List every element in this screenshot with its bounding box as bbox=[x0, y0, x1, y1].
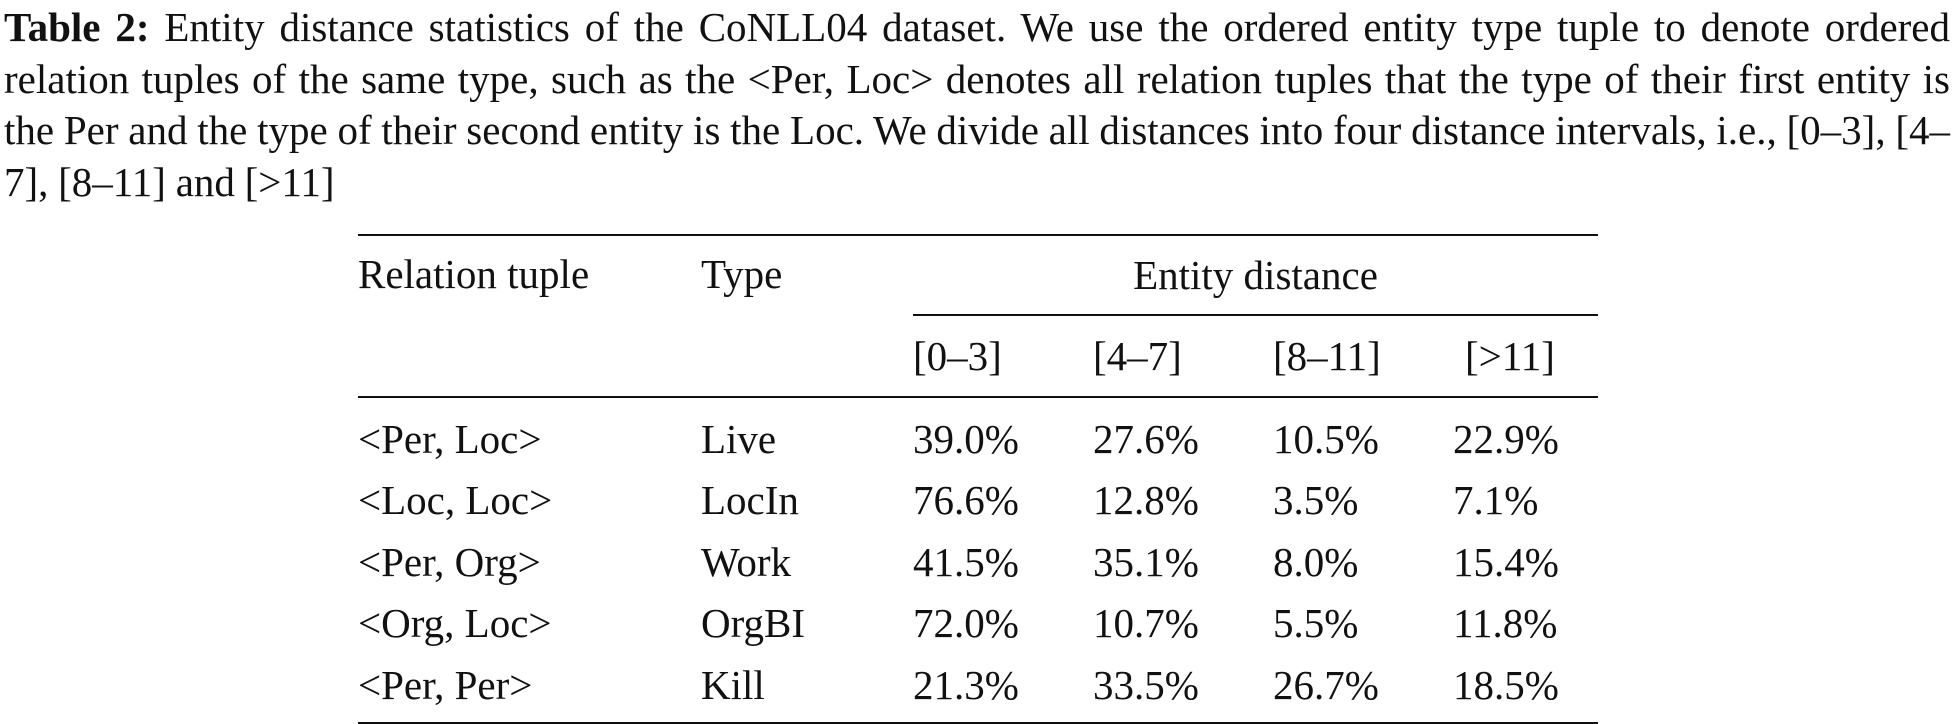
cell-value: 26.7% bbox=[1273, 661, 1379, 708]
cell-value: 41.5% bbox=[913, 538, 1019, 585]
cell-tuple: <Org, Loc> bbox=[358, 600, 552, 647]
cell-value: 10.5% bbox=[1273, 415, 1379, 462]
table-row: <Org, Loc> OrgBI 72.0% 10.7% 5.5% 11.8% bbox=[358, 593, 1598, 655]
table-caption: Table 2: Entity distance statistics of t… bbox=[4, 2, 1950, 208]
header-row-1: Relation tuple Type Entity distance bbox=[358, 235, 1598, 316]
cell-tuple: <Per, Loc> bbox=[358, 415, 542, 462]
cell-value: 22.9% bbox=[1453, 415, 1559, 462]
cell-value: 72.0% bbox=[913, 600, 1019, 647]
data-table-container: Relation tuple Type Entity distance [0–3… bbox=[358, 234, 1598, 724]
cell-value: 15.4% bbox=[1453, 538, 1559, 585]
cell-value: 11.8% bbox=[1453, 600, 1558, 647]
cell-value: 39.0% bbox=[913, 415, 1019, 462]
cell-type: Work bbox=[701, 538, 792, 585]
cell-value: 7.1% bbox=[1453, 477, 1539, 524]
cell-value: 35.1% bbox=[1093, 538, 1199, 585]
table-row: <Loc, Loc> LocIn 76.6% 12.8% 3.5% 7.1% bbox=[358, 470, 1598, 532]
cell-tuple: <Per, Org> bbox=[358, 538, 541, 585]
cell-type: LocIn bbox=[701, 477, 799, 524]
cell-value: 76.6% bbox=[913, 477, 1019, 524]
entity-distance-table: Relation tuple Type Entity distance [0–3… bbox=[358, 234, 1598, 724]
caption-text: Entity distance statistics of the CoNLL0… bbox=[4, 4, 1950, 205]
header-interval-gt-11: [>11] bbox=[1465, 333, 1555, 379]
cell-type: Live bbox=[701, 415, 777, 462]
caption-label: Table 2: bbox=[4, 4, 150, 50]
cell-value: 18.5% bbox=[1453, 661, 1559, 708]
cell-type: OrgBI bbox=[701, 600, 806, 647]
cell-value: 21.3% bbox=[913, 661, 1019, 708]
header-interval-8-11: [8–11] bbox=[1273, 333, 1381, 379]
header-row-2: [0–3] [4–7] [8–11] [>11] bbox=[358, 315, 1598, 397]
header-interval-0-3: [0–3] bbox=[913, 333, 1002, 379]
cell-value: 33.5% bbox=[1093, 661, 1199, 708]
header-interval-4-7: [4–7] bbox=[1093, 333, 1182, 379]
cell-value: 8.0% bbox=[1273, 538, 1359, 585]
cell-value: 27.6% bbox=[1093, 415, 1199, 462]
cell-value: 5.5% bbox=[1273, 600, 1359, 647]
header-entity-distance: Entity distance bbox=[913, 235, 1598, 316]
header-type: Type bbox=[701, 251, 783, 297]
table-row: <Per, Org> Work 41.5% 35.1% 8.0% 15.4% bbox=[358, 531, 1598, 593]
table-row: <Per, Loc> Live 39.0% 27.6% 10.5% 22.9% bbox=[358, 397, 1598, 470]
cell-type: Kill bbox=[701, 661, 765, 708]
cell-value: 12.8% bbox=[1093, 477, 1199, 524]
header-relation-tuple: Relation tuple bbox=[358, 251, 590, 297]
cell-value: 10.7% bbox=[1093, 600, 1199, 647]
cell-tuple: <Per, Per> bbox=[358, 661, 533, 708]
table-row: <Per, Per> Kill 21.3% 33.5% 26.7% 18.5% bbox=[358, 654, 1598, 723]
cell-value: 3.5% bbox=[1273, 477, 1359, 524]
cell-tuple: <Loc, Loc> bbox=[358, 477, 553, 524]
